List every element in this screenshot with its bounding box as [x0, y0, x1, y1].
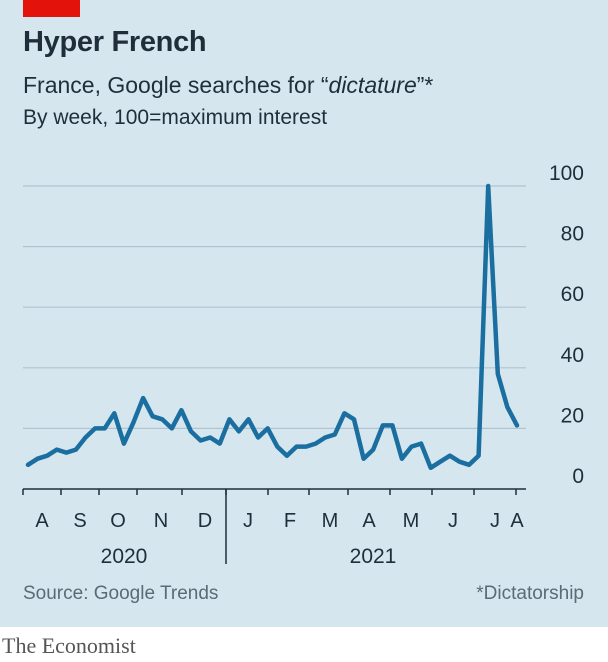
- month-label: S: [73, 510, 86, 532]
- month-label: O: [110, 510, 126, 532]
- month-label: F: [284, 510, 296, 532]
- chart-panel: [0, 0, 608, 627]
- y-tick-label: 100: [549, 162, 584, 185]
- brand-logo-text: The Economist: [2, 633, 136, 658]
- subtitle-suffix: ”*: [416, 72, 434, 98]
- chart-title: Hyper French: [23, 26, 207, 58]
- y-tick-labels: 0 20 40 60 80 100: [549, 162, 584, 488]
- chart-note: By week, 100=maximum interest: [23, 106, 328, 129]
- month-label: M: [403, 510, 420, 532]
- y-tick-label: 0: [572, 465, 584, 488]
- month-label: A: [510, 510, 524, 532]
- month-label: J: [490, 510, 500, 532]
- y-tick-label: 40: [561, 344, 584, 367]
- month-label: N: [154, 510, 168, 532]
- source-note: Source: Google Trends: [23, 583, 219, 604]
- year-label: 2020: [101, 545, 148, 568]
- subtitle-term: dictature: [328, 72, 417, 98]
- year-label: 2021: [350, 545, 397, 568]
- month-label: J: [448, 510, 458, 532]
- month-label: J: [243, 510, 253, 532]
- chart-subtitle: France, Google searches for “dictature”*: [23, 72, 433, 99]
- footnote: *Dictatorship: [476, 583, 584, 604]
- month-label: A: [35, 510, 49, 532]
- y-tick-label: 20: [561, 404, 584, 427]
- subtitle-prefix: France, Google searches for “: [23, 72, 329, 98]
- y-tick-label: 80: [561, 223, 584, 246]
- month-label: M: [322, 510, 339, 532]
- y-tick-label: 60: [561, 283, 584, 306]
- month-label: A: [362, 510, 376, 532]
- series-line: [25, 183, 520, 471]
- month-label: D: [198, 510, 212, 532]
- series-layer: [25, 183, 520, 471]
- brand-red-tag: [23, 0, 80, 17]
